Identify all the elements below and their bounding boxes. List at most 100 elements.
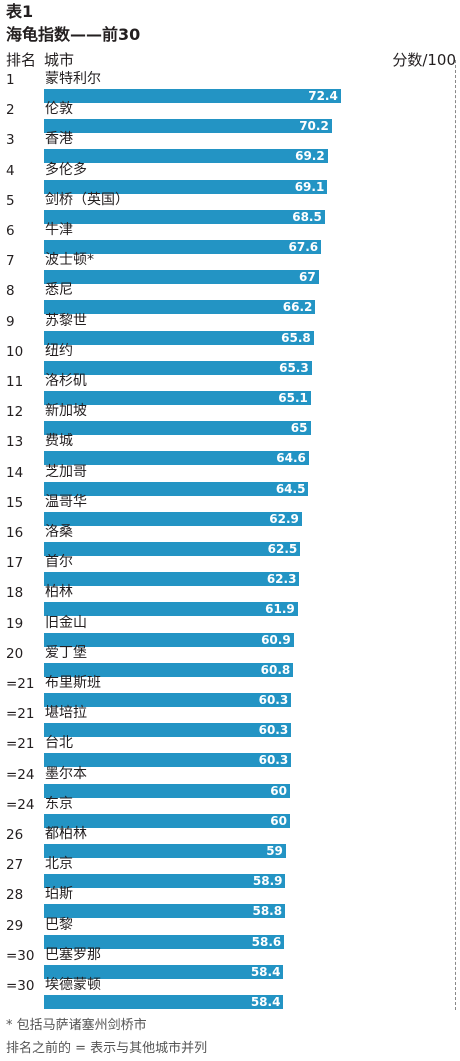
rank-label: 28 — [6, 887, 24, 904]
score-value-label: 68.5 — [292, 209, 322, 224]
score-value-label: 72.4 — [308, 89, 338, 103]
chart-title: 海龟指数——前30 — [6, 25, 141, 44]
rank-label: 26 — [6, 827, 24, 843]
rank-label: 29 — [6, 917, 24, 934]
chart-row: 16 洛桑 62.5 — [0, 523, 460, 556]
score-bar: 62.3 — [44, 572, 300, 587]
chart-row: 19 旧金山 60.9 — [0, 614, 460, 647]
chart-row: 1 蒙特利尔 72.4 — [0, 70, 460, 103]
max-score-reference-line — [455, 60, 456, 1010]
score-bar: 64.6 — [44, 451, 309, 466]
rank-label: =21 — [6, 676, 35, 692]
city-label: 布里斯班 — [45, 675, 101, 691]
city-label: 剑桥（英国） — [45, 191, 129, 208]
city-label: 都柏林 — [45, 826, 87, 842]
city-label: 台北 — [45, 735, 73, 752]
score-value-label: 65.1 — [278, 391, 308, 405]
score-bar: 67.6 — [44, 240, 322, 254]
rank-label: 10 — [6, 343, 24, 360]
score-value-label: 60.9 — [261, 632, 291, 647]
score-bar: 58.4 — [44, 964, 284, 979]
city-label: 香港 — [45, 131, 73, 148]
city-label: 苏黎世 — [45, 312, 87, 329]
rank-label: =21 — [6, 706, 35, 723]
chart-row: 7 波士顿* 67 — [0, 251, 460, 285]
rank-label: 13 — [6, 434, 24, 451]
score-bar: 60 — [44, 783, 290, 798]
rank-label: 20 — [6, 645, 24, 662]
city-label: 牛津 — [45, 222, 73, 238]
rank-label: 14 — [6, 464, 24, 481]
chart-row: =24 墨尔本 60 — [0, 765, 460, 798]
city-label: 温哥华 — [45, 493, 87, 510]
rank-label: =30 — [6, 978, 35, 994]
score-bar: 60.9 — [44, 632, 294, 647]
chart-row: 2 伦敦 70.2 — [0, 100, 460, 134]
chart-row: 10 纽约 65.3 — [0, 342, 460, 375]
chart-row: 4 多伦多 69.1 — [0, 161, 460, 194]
chart-row: 20 爱丁堡 60.8 — [0, 644, 460, 677]
rank-label: =24 — [6, 796, 35, 813]
rank-column-header: 排名 — [6, 51, 37, 69]
score-value-label: 67 — [298, 270, 316, 285]
city-label: 芝加哥 — [45, 463, 87, 480]
score-value-label: 58.4 — [250, 995, 281, 1009]
score-value-label: 60 — [270, 783, 287, 798]
chart-row: 9 苏黎世 65.8 — [0, 312, 460, 345]
score-value-label: 69.1 — [294, 179, 325, 194]
rank-label: =30 — [6, 947, 35, 964]
score-value-label: 64.5 — [275, 481, 306, 496]
footnote-boston: * 包括马萨诸塞州剑桥市 — [6, 1018, 147, 1033]
score-value-label: 58.4 — [250, 964, 281, 979]
chart-row: 5 剑桥（英国） 68.5 — [0, 191, 460, 224]
score-bar: 69.2 — [44, 149, 328, 164]
rank-label: 2 — [6, 102, 15, 119]
score-value-label: 58.9 — [252, 874, 283, 889]
score-bar: 62.5 — [44, 542, 301, 556]
rank-label: 4 — [6, 162, 15, 179]
score-value-label: 66.2 — [282, 300, 313, 315]
city-label: 堪培拉 — [45, 705, 87, 722]
score-bar: 65.8 — [44, 330, 314, 345]
score-bar: 60.3 — [44, 693, 292, 707]
score-bar: 72.4 — [44, 89, 341, 103]
chart-row: 3 香港 69.2 — [0, 130, 460, 164]
score-value-label: 60.3 — [258, 693, 289, 707]
city-column-header: 城市 — [44, 51, 75, 69]
score-bar: 62.9 — [44, 511, 302, 526]
city-label: 东京 — [45, 795, 73, 812]
rank-label: 17 — [6, 555, 24, 572]
score-value-label: 58.6 — [251, 934, 282, 949]
score-value-label: 62.3 — [266, 572, 297, 587]
city-label: 纽约 — [45, 342, 73, 359]
city-label: 旧金山 — [45, 614, 87, 631]
chart-row: =21 台北 60.3 — [0, 734, 460, 768]
chart-row: 17 首尔 62.3 — [0, 553, 460, 587]
score-bar: 58.9 — [44, 874, 286, 889]
city-label: 悉尼 — [45, 282, 73, 299]
rank-label: 3 — [6, 132, 15, 149]
rank-label: 16 — [6, 525, 24, 541]
score-bar: 69.1 — [44, 179, 328, 194]
score-value-label: 62.5 — [267, 542, 298, 556]
score-bar: 60.8 — [44, 662, 294, 677]
rank-label: 8 — [6, 283, 15, 300]
city-label: 埃德蒙顿 — [45, 977, 101, 993]
score-value-label: 58.8 — [252, 904, 283, 919]
chart-row: =30 埃德蒙顿 58.4 — [0, 976, 460, 1009]
chart-row: =24 东京 60 — [0, 795, 460, 828]
city-label: 墨尔本 — [45, 765, 87, 782]
rank-label: 19 — [6, 615, 24, 632]
rank-label: 5 — [6, 192, 15, 209]
score-value-label: 61.9 — [265, 602, 295, 617]
rank-label: 6 — [6, 223, 15, 239]
city-label: 费城 — [45, 433, 73, 450]
score-value-label: 59 — [266, 844, 283, 858]
score-value-label: 65 — [290, 421, 308, 436]
score-value-label: 65.8 — [281, 330, 311, 345]
chart-row: 28 珀斯 58.8 — [0, 885, 460, 919]
footnote-ties: 排名之前的 = 表示与其他城市并列 — [6, 1041, 208, 1056]
score-bar: 58.8 — [44, 904, 286, 919]
chart-row: 12 新加坡 65 — [0, 402, 460, 436]
chart-row: 13 费城 64.6 — [0, 432, 460, 466]
